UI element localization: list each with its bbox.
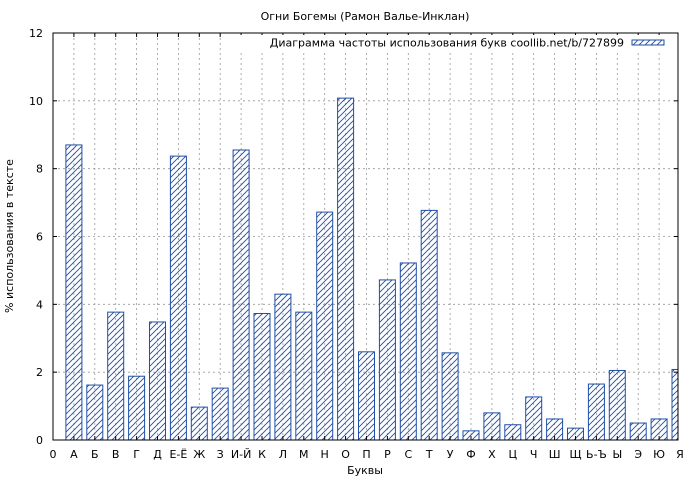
x-tick-label: Х bbox=[488, 448, 496, 461]
x-tick-label: Щ bbox=[569, 448, 581, 461]
bar-М bbox=[295, 311, 313, 440]
bar-З bbox=[211, 387, 229, 440]
bar-И-Й bbox=[232, 149, 250, 440]
bar-С bbox=[399, 262, 417, 440]
y-tick-label: 12 bbox=[29, 27, 43, 40]
x-tick-label: О bbox=[341, 448, 350, 461]
x-tick-label: Н bbox=[321, 448, 329, 461]
bar-Щ bbox=[567, 427, 584, 440]
x-axis-label: Буквы bbox=[347, 464, 383, 477]
x-tick-label: Ч bbox=[530, 448, 538, 461]
bar-Г bbox=[128, 375, 146, 440]
legend: Диаграмма частоты использования букв coo… bbox=[240, 35, 674, 51]
bar-Ь-Ъ bbox=[587, 383, 605, 440]
y-tick-label: 10 bbox=[29, 95, 43, 108]
x-tick-label: Ш bbox=[549, 448, 561, 461]
bar-Х bbox=[483, 412, 501, 440]
x-tick-label: Ц bbox=[509, 448, 518, 461]
bar-Т bbox=[420, 209, 438, 440]
x-tick-label: Ь-Ъ bbox=[586, 448, 607, 461]
x-origin-label: 0 bbox=[50, 448, 57, 461]
x-tick-label: Д bbox=[153, 448, 162, 461]
bar-Ж bbox=[190, 406, 208, 440]
y-tick-label: 2 bbox=[36, 366, 43, 379]
bar-О bbox=[337, 97, 355, 440]
legend-background bbox=[240, 35, 674, 51]
bar-Е-Ё bbox=[169, 155, 187, 440]
x-tick-label: Ж bbox=[193, 448, 205, 461]
x-tick-label: Е-Ё bbox=[169, 448, 187, 461]
bar-Р bbox=[378, 279, 396, 440]
y-axis-ticks: 0 2 4 6 8 10 12 bbox=[29, 27, 678, 447]
x-tick-label: Ф bbox=[466, 448, 475, 461]
y-tick-label: 4 bbox=[36, 298, 43, 311]
x-tick-label: Ы bbox=[612, 448, 622, 461]
bar-Ч bbox=[525, 396, 543, 440]
x-tick-label: Ю bbox=[653, 448, 665, 461]
x-tick-label: Р bbox=[384, 448, 391, 461]
x-tick-label: П bbox=[362, 448, 370, 461]
bar-К bbox=[253, 312, 271, 440]
y-tick-label: 0 bbox=[36, 434, 43, 447]
x-tick-label: М bbox=[299, 448, 309, 461]
bar-Ы bbox=[608, 369, 626, 440]
y-tick-label: 6 bbox=[36, 231, 43, 244]
y-axis-label: % использования в тексте bbox=[3, 159, 16, 313]
bars bbox=[65, 97, 678, 440]
x-axis-ticks: 0 А Б В Г Д Е-Ё Ж З И-Й К Л М Н О П Р С Т У Ф Х Ц Ч Ш Щ Ь-Ъ Ы Э Ю Я bbox=[50, 33, 684, 461]
x-tick-label: И-Й bbox=[231, 448, 251, 461]
legend-swatch bbox=[631, 39, 665, 46]
x-tick-label: В bbox=[112, 448, 120, 461]
bar-П bbox=[358, 351, 375, 440]
bar-Л bbox=[274, 293, 292, 440]
bar-А bbox=[65, 144, 83, 440]
x-tick-label: С bbox=[404, 448, 412, 461]
legend-label: Диаграмма частоты использования букв coo… bbox=[270, 37, 624, 50]
bar-Н bbox=[316, 211, 334, 440]
x-tick-label: Я bbox=[676, 448, 684, 461]
x-tick-label: Г bbox=[133, 448, 140, 461]
x-tick-label: К bbox=[258, 448, 266, 461]
bar-В bbox=[107, 311, 125, 440]
y-tick-label: 8 bbox=[36, 163, 43, 176]
x-tick-label: А bbox=[70, 448, 78, 461]
x-tick-label: Л bbox=[279, 448, 287, 461]
bar-Ш bbox=[546, 418, 564, 440]
x-tick-label: Э bbox=[634, 448, 642, 461]
chart-title: Огни Богемы (Рамон Валье-Инклан) bbox=[261, 10, 470, 23]
bar-Б bbox=[86, 384, 104, 440]
grid-lines bbox=[53, 33, 678, 440]
x-tick-label: З bbox=[217, 448, 224, 461]
bar-У bbox=[441, 352, 459, 440]
x-tick-label: У bbox=[447, 448, 454, 461]
bar-Я bbox=[671, 368, 678, 440]
x-tick-label: Т bbox=[425, 448, 433, 461]
x-tick-label: Б bbox=[91, 448, 99, 461]
bar-Д bbox=[149, 321, 166, 440]
bar-Ю bbox=[650, 418, 668, 440]
